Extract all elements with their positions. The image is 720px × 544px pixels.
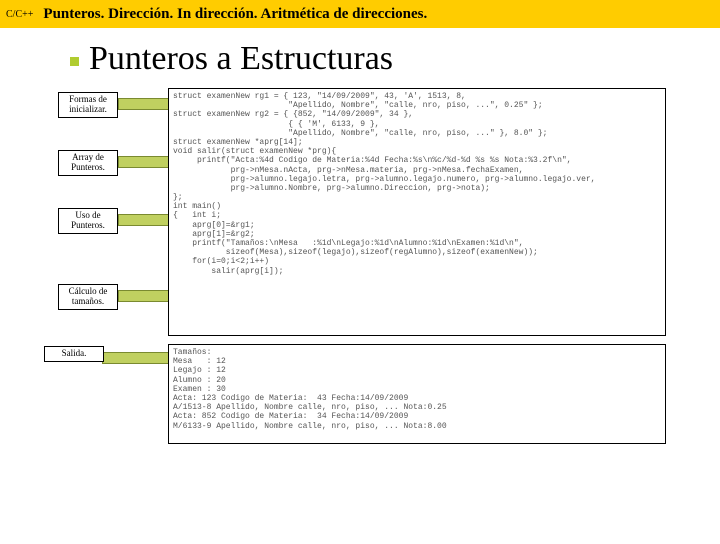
slide-title: Punteros a Estructuras [0, 28, 720, 84]
output-text: Tamaños: Mesa : 12 Legajo : 12 Alumno : … [173, 348, 447, 431]
label-init-text: Formas de inicializar. [69, 94, 107, 114]
label-array-text: Array de Punteros. [71, 152, 105, 172]
header-lang: C/C++ [6, 9, 33, 20]
code-main-text: struct examenNew rg1 = { 123, "14/09/200… [173, 92, 595, 276]
label-uso: Uso de Punteros. [58, 208, 118, 234]
connector-2 [118, 156, 170, 168]
header-bar: C/C++ Punteros. Dirección. In dirección.… [0, 0, 720, 28]
label-output-text: Salida. [62, 348, 87, 358]
output-box: Tamaños: Mesa : 12 Legajo : 12 Alumno : … [168, 344, 666, 444]
connector-4 [118, 290, 170, 302]
label-init: Formas de inicializar. [58, 92, 118, 118]
label-size-text: Cálculo de tamaños. [69, 286, 108, 306]
content-area: Formas de inicializar. Array de Punteros… [0, 84, 720, 544]
code-main-box: struct examenNew rg1 = { 123, "14/09/200… [168, 88, 666, 336]
slide-title-text: Punteros a Estructuras [89, 40, 393, 77]
connector-5 [102, 352, 170, 364]
bullet-icon [70, 57, 79, 66]
header-title: Punteros. Dirección. In dirección. Aritm… [43, 6, 427, 23]
label-array: Array de Punteros. [58, 150, 118, 176]
connector-1 [118, 98, 170, 110]
label-size: Cálculo de tamaños. [58, 284, 118, 310]
label-uso-text: Uso de Punteros. [71, 210, 105, 230]
label-output: Salida. [44, 346, 104, 362]
connector-3 [118, 214, 170, 226]
